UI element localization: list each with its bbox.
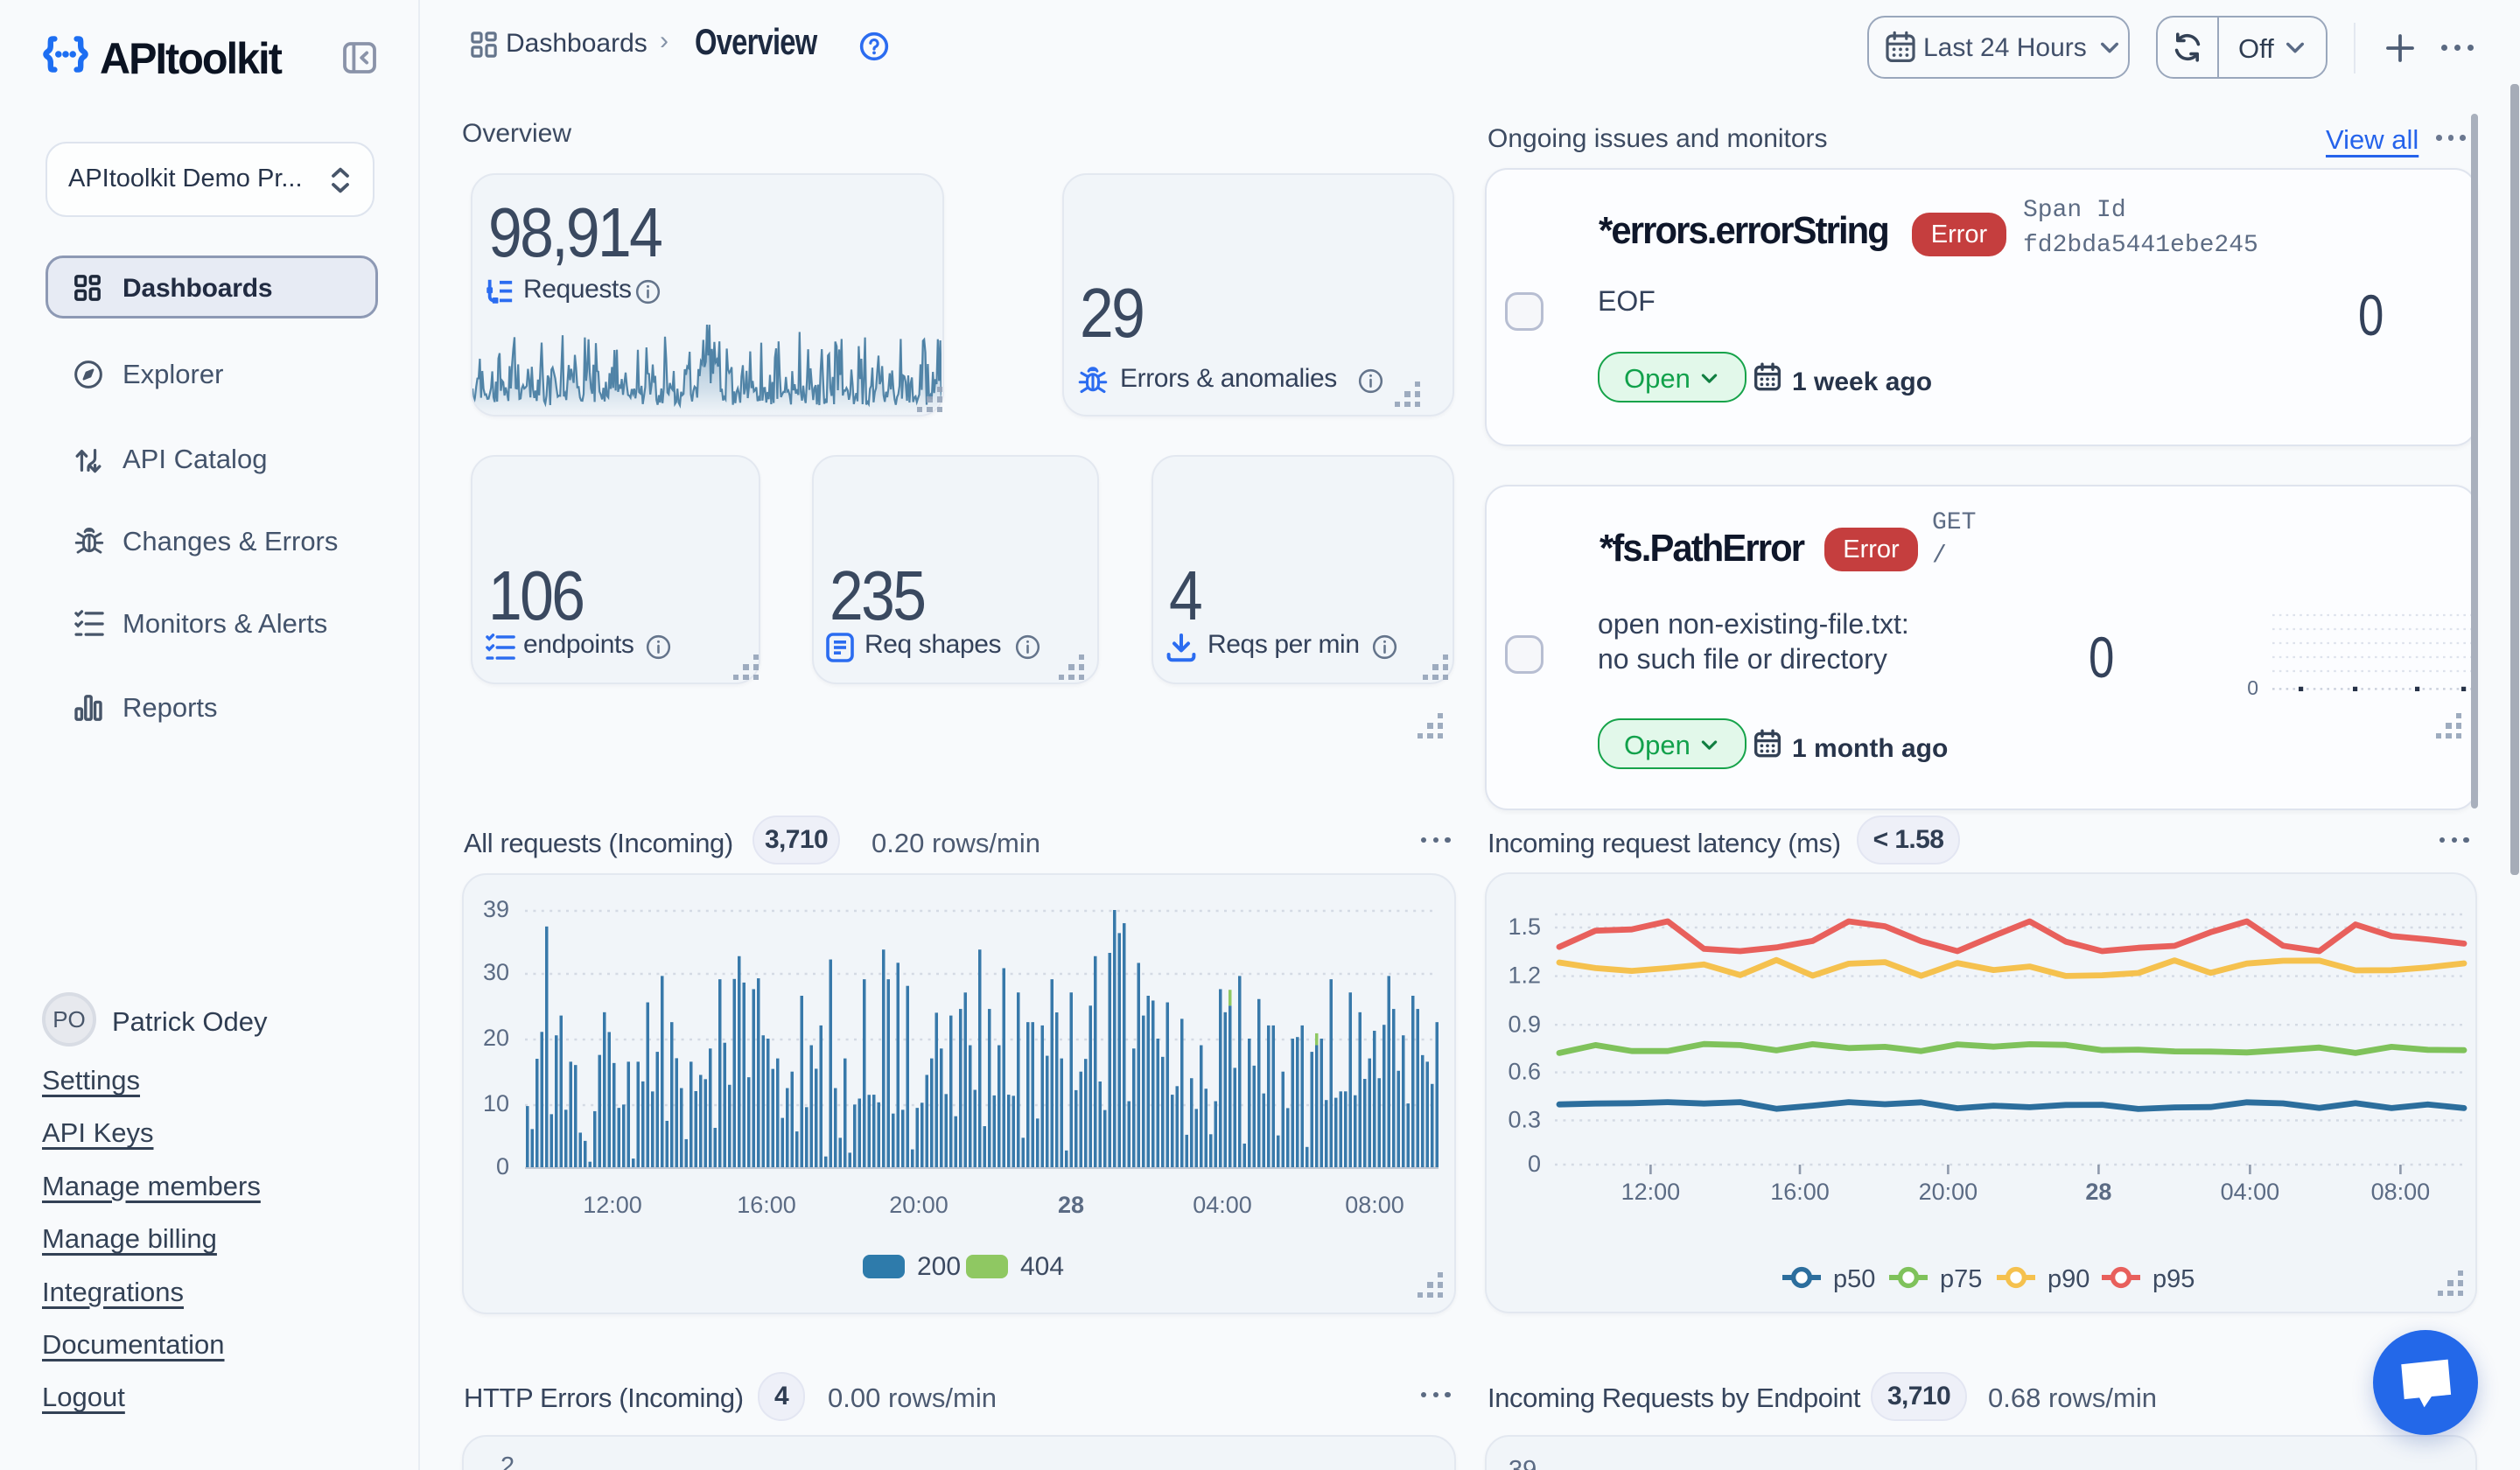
svg-text:20:00: 20:00 <box>889 1192 948 1218</box>
svg-text:20:00: 20:00 <box>1919 1179 1978 1205</box>
svg-text:0: 0 <box>496 1153 509 1180</box>
svg-text:1.2: 1.2 <box>1508 962 1541 989</box>
svg-text:28: 28 <box>2085 1179 2111 1205</box>
svg-text:0.6: 0.6 <box>1508 1059 1541 1085</box>
svg-text:08:00: 08:00 <box>1345 1192 1404 1218</box>
svg-text:04:00: 04:00 <box>1193 1192 1252 1218</box>
svg-text:28: 28 <box>1058 1192 1084 1218</box>
svg-text:20: 20 <box>483 1025 509 1051</box>
svg-text:12:00: 12:00 <box>1621 1179 1681 1205</box>
svg-text:08:00: 08:00 <box>2371 1179 2431 1205</box>
svg-text:0: 0 <box>1528 1151 1541 1177</box>
svg-text:16:00: 16:00 <box>1770 1179 1830 1205</box>
svg-text:10: 10 <box>483 1090 509 1116</box>
svg-text:30: 30 <box>483 959 509 985</box>
svg-text:0.3: 0.3 <box>1508 1107 1541 1133</box>
svg-text:04:00: 04:00 <box>2221 1179 2280 1205</box>
svg-text:0.9: 0.9 <box>1508 1011 1541 1037</box>
svg-text:16:00: 16:00 <box>737 1192 796 1218</box>
svg-text:1.5: 1.5 <box>1508 914 1541 940</box>
svg-text:39: 39 <box>483 896 509 922</box>
svg-text:12:00: 12:00 <box>583 1192 642 1218</box>
svg-text:0: 0 <box>2247 676 2258 699</box>
